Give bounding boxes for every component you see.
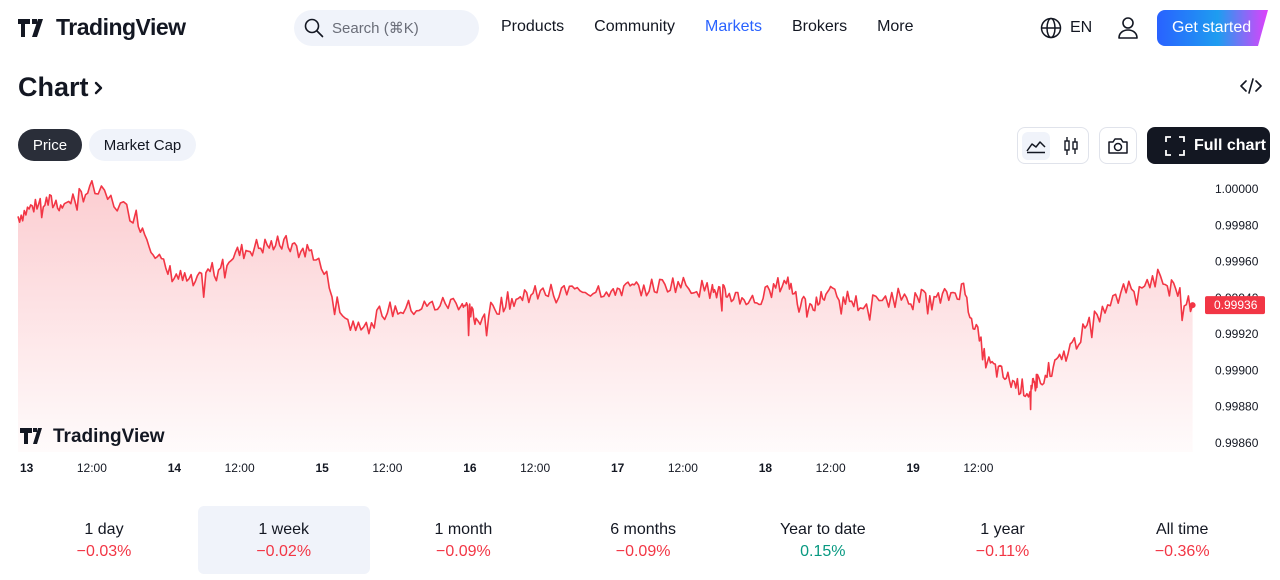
tradingview-logo-icon <box>18 18 43 37</box>
price-series-line <box>17 180 1194 411</box>
chart-style-group <box>1017 127 1089 164</box>
watermark-logo-icon <box>20 428 42 444</box>
x-tick-label: 18 <box>759 461 773 475</box>
price-chart[interactable]: 1.000000.999800.999600.999400.999200.999… <box>0 180 1280 480</box>
period-1-month[interactable]: 1 month −0.09% <box>377 506 549 574</box>
main-nav: Products Community Markets Brokers More <box>501 18 944 36</box>
user-icon <box>1118 17 1138 39</box>
cta-background <box>1157 10 1268 46</box>
top-header: TradingView Search (⌘K) Products Communi… <box>0 0 1280 56</box>
period-change: 0.15% <box>800 543 846 560</box>
full-chart-label: Full chart <box>1194 136 1267 154</box>
full-chart-button[interactable]: Full chart <box>1147 127 1270 164</box>
nav-more[interactable]: More <box>877 18 914 35</box>
embed-code-button[interactable] <box>1240 76 1262 101</box>
x-tick-label: 14 <box>168 461 182 475</box>
period-label: 6 months <box>610 521 676 538</box>
x-tick-label: 16 <box>463 461 477 475</box>
y-axis: 1.000000.999800.999600.999400.999200.999… <box>1205 182 1265 450</box>
search-icon <box>304 18 324 38</box>
last-value-badge <box>1205 296 1265 315</box>
y-tick-label: 0.99960 <box>1215 255 1259 269</box>
period-label: 1 day <box>84 521 124 538</box>
chart-watermark: TradingView <box>20 426 165 447</box>
x-tick-label: 12:00 <box>816 461 846 475</box>
x-tick-label: 13 <box>20 461 34 475</box>
chart-plot-area <box>17 180 1196 453</box>
period-6-months[interactable]: 6 months −0.09% <box>557 506 729 574</box>
get-started-button[interactable]: Get started <box>1157 10 1268 46</box>
x-tick-label: 12:00 <box>372 461 402 475</box>
chevron-right-icon <box>94 81 102 94</box>
nav-markets[interactable]: Markets <box>705 18 762 35</box>
last-price-dot <box>1189 302 1196 309</box>
logo-text: TradingView <box>56 14 186 40</box>
x-tick-label: 12:00 <box>668 461 698 475</box>
period-change: −0.03% <box>76 543 132 560</box>
period-change: −0.36% <box>1154 543 1210 560</box>
fullscreen-icon <box>1165 135 1185 156</box>
period-all-time[interactable]: All time −0.36% <box>1096 506 1268 574</box>
search-placeholder: Search (⌘K) <box>332 20 419 37</box>
period-change: −0.09% <box>436 543 491 560</box>
period-label: 1 year <box>980 521 1025 538</box>
x-tick-label: 12:00 <box>225 461 255 475</box>
period-label: 1 week <box>258 521 310 538</box>
watermark-text: TradingView <box>53 426 165 447</box>
y-tick-label: 0.99980 <box>1215 218 1259 232</box>
area-chart-button[interactable] <box>1022 132 1050 160</box>
period-change: −0.11% <box>975 543 1030 560</box>
y-tick-label: 0.99860 <box>1215 436 1259 450</box>
page-title-text: Chart <box>18 72 89 102</box>
y-tick-label: 0.99880 <box>1215 400 1259 414</box>
x-tick-label: 19 <box>907 461 921 475</box>
x-tick-label: 15 <box>316 461 330 475</box>
nav-products[interactable]: Products <box>501 18 565 35</box>
period-1-week[interactable]: 1 week −0.02% <box>197 506 370 574</box>
period-selector: 1 day −0.03% 1 week −0.02% 1 month −0.09% 6 mo… <box>18 506 1270 574</box>
language-label: EN <box>1070 19 1093 36</box>
period-change: −0.09% <box>615 543 671 560</box>
tab-price[interactable]: Price <box>18 129 82 161</box>
language-selector[interactable]: EN <box>1040 17 1092 39</box>
nav-brokers[interactable]: Brokers <box>791 18 848 35</box>
x-tick-label: 12:00 <box>963 461 993 475</box>
camera-icon <box>1108 137 1128 154</box>
x-tick-label: 12:00 <box>77 461 107 475</box>
period-label: Year to date <box>779 521 866 538</box>
tradingview-logo[interactable]: TradingView <box>18 14 186 41</box>
y-tick-label: 1.00000 <box>1215 182 1259 196</box>
user-menu[interactable] <box>1117 16 1139 45</box>
tab-market-cap[interactable]: Market Cap <box>89 129 196 161</box>
x-axis: 13 12:00 14 12:00 15 12:00 16 12:00 17 12:00 18 12:… <box>20 461 994 475</box>
y-tick-label: 0.99900 <box>1215 363 1259 377</box>
period-change: −0.02% <box>256 543 312 560</box>
snapshot-button[interactable] <box>1099 127 1137 164</box>
period-label: All time <box>1155 521 1209 538</box>
globe-icon <box>1040 17 1062 39</box>
nav-community[interactable]: Community <box>594 18 676 35</box>
page-title[interactable]: Chart <box>18 72 105 103</box>
period-year-to-date[interactable]: Year to date 0.15% <box>737 506 909 574</box>
x-tick-label: 12:00 <box>520 461 550 475</box>
embed-code-icon <box>1240 78 1262 94</box>
period-label: 1 month <box>434 521 493 538</box>
area-chart-icon <box>1026 141 1046 154</box>
x-tick-label: 17 <box>611 461 625 475</box>
period-1-day[interactable]: 1 day −0.03% <box>18 506 190 574</box>
search-box[interactable]: Search (⌘K) <box>294 10 479 46</box>
y-tick-label: 0.99920 <box>1215 327 1259 341</box>
candles-button[interactable] <box>1057 132 1085 160</box>
last-value-label: 0.99936 <box>1214 298 1258 312</box>
get-started-label: Get started <box>1172 19 1252 36</box>
period-1-year[interactable]: 1 year −0.11% <box>917 506 1089 574</box>
candles-icon <box>1064 137 1078 155</box>
price-area-fill <box>18 180 1193 453</box>
